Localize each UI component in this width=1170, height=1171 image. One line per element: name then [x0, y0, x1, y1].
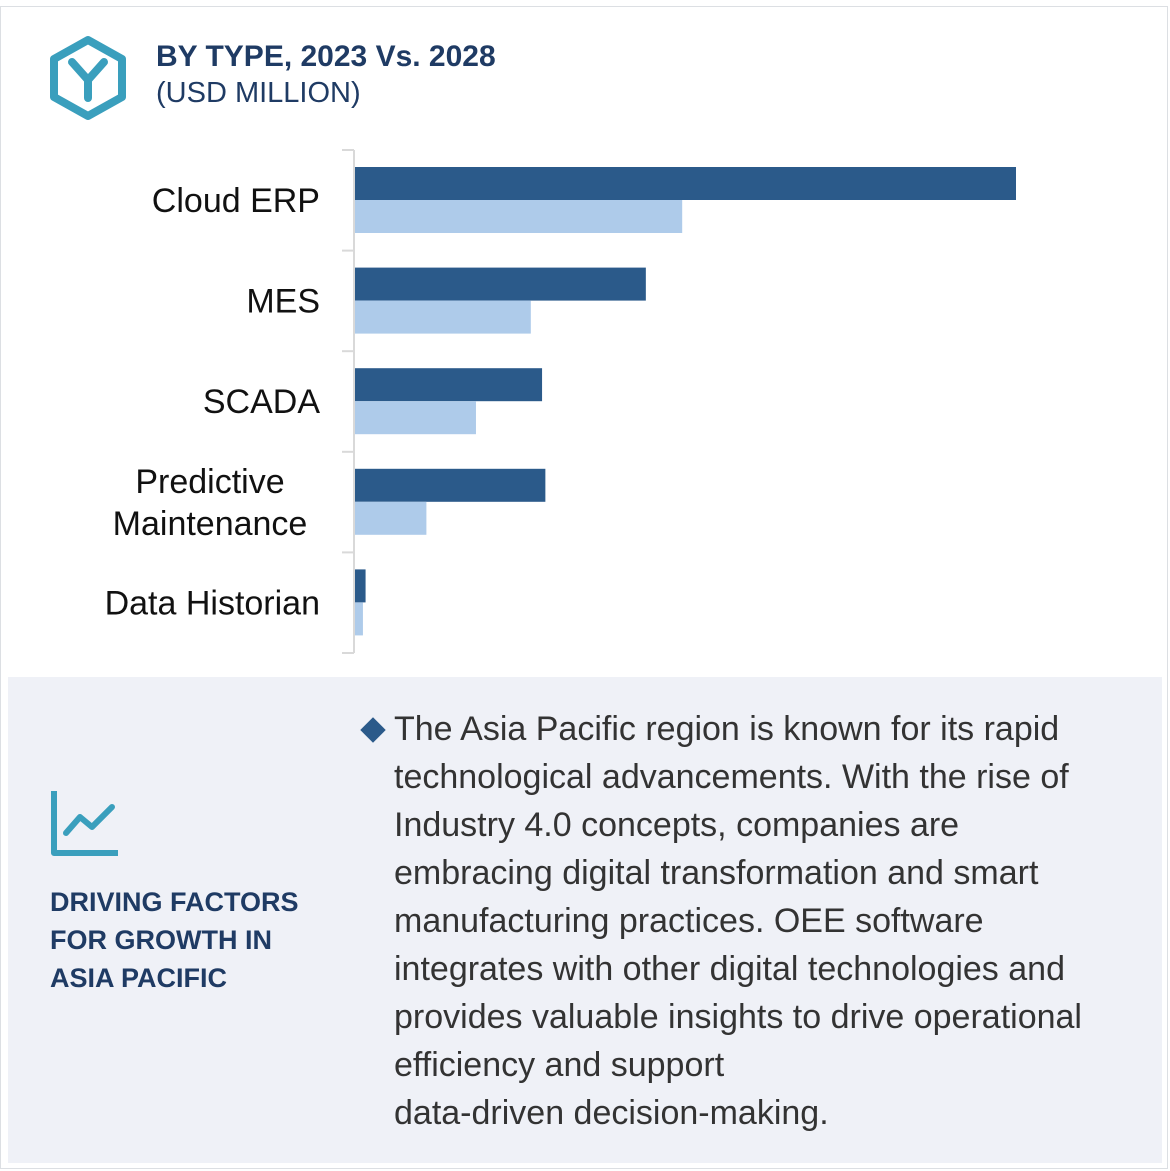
bullet-line: manufacturing practices. OEE software	[394, 902, 984, 940]
category-label-line: Data Historian	[105, 584, 320, 622]
bar-1-2	[355, 401, 476, 435]
category-label-line: Maintenance	[113, 505, 308, 543]
bullet-item: The Asia Pacific region is known for its…	[358, 705, 1148, 1137]
heading-line: ASIA PACIFIC	[50, 963, 228, 993]
bar-chart: Cloud ERP MES SCADA Predictive Maintenance Da…	[105, 149, 1016, 654]
chart-title: BY TYPE, 2023 Vs. 2028	[156, 40, 496, 73]
hexagon-y-logo-icon	[50, 36, 126, 120]
bar-0-1	[355, 267, 646, 301]
category-label: Data Historian	[105, 584, 320, 622]
category-label-line: Predictive	[135, 463, 284, 501]
category-label-line: MES	[246, 283, 320, 321]
category-label-line: SCADA	[203, 383, 320, 421]
category-label: Predictive Maintenance	[113, 463, 308, 543]
bar-0-3	[355, 468, 546, 502]
category-label: SCADA	[203, 383, 320, 421]
diamond-bullet-icon	[360, 717, 386, 743]
bullet-text: The Asia Pacific region is known for its…	[394, 705, 1148, 1137]
category-label-line: Cloud ERP	[152, 182, 320, 220]
bullet-line: embracing digital transformation and sma…	[394, 854, 1039, 892]
bullet-line: integrates with other digital technologi…	[394, 950, 1065, 988]
bullet-line: data-driven decision-making.	[394, 1094, 829, 1132]
bullet-line: The Asia Pacific region is known for its…	[394, 710, 1060, 748]
bar-1-3	[355, 501, 427, 535]
bullet-line: efficiency and support	[394, 1046, 725, 1084]
bullet-line: technological advancements. With the ris…	[394, 758, 1069, 796]
category-label: Cloud ERP	[152, 182, 320, 220]
chart-subtitle: (USD MILLION)	[156, 77, 361, 109]
driving-factors-panel: DRIVING FACTORS FOR GROWTH IN ASIA PACIFIC…	[8, 677, 1162, 1163]
bar-1-4	[355, 602, 363, 636]
bar-0-4	[355, 569, 366, 603]
bar-0-2	[355, 368, 543, 402]
heading-line: FOR GROWTH IN	[50, 925, 272, 955]
bullet-line: Industry 4.0 concepts, companies are	[394, 806, 960, 844]
trend-chart-icon	[51, 791, 118, 856]
category-label: MES	[246, 283, 320, 321]
bar-1-0	[355, 200, 683, 233]
bullet-line: provides valuable insights to drive oper…	[394, 998, 1082, 1036]
bar-1-1	[355, 300, 531, 334]
driving-factors-heading: DRIVING FACTORS FOR GROWTH IN ASIA PACIFIC	[50, 883, 330, 997]
bar-0-0	[355, 167, 1016, 200]
heading-line: DRIVING FACTORS	[50, 887, 299, 917]
